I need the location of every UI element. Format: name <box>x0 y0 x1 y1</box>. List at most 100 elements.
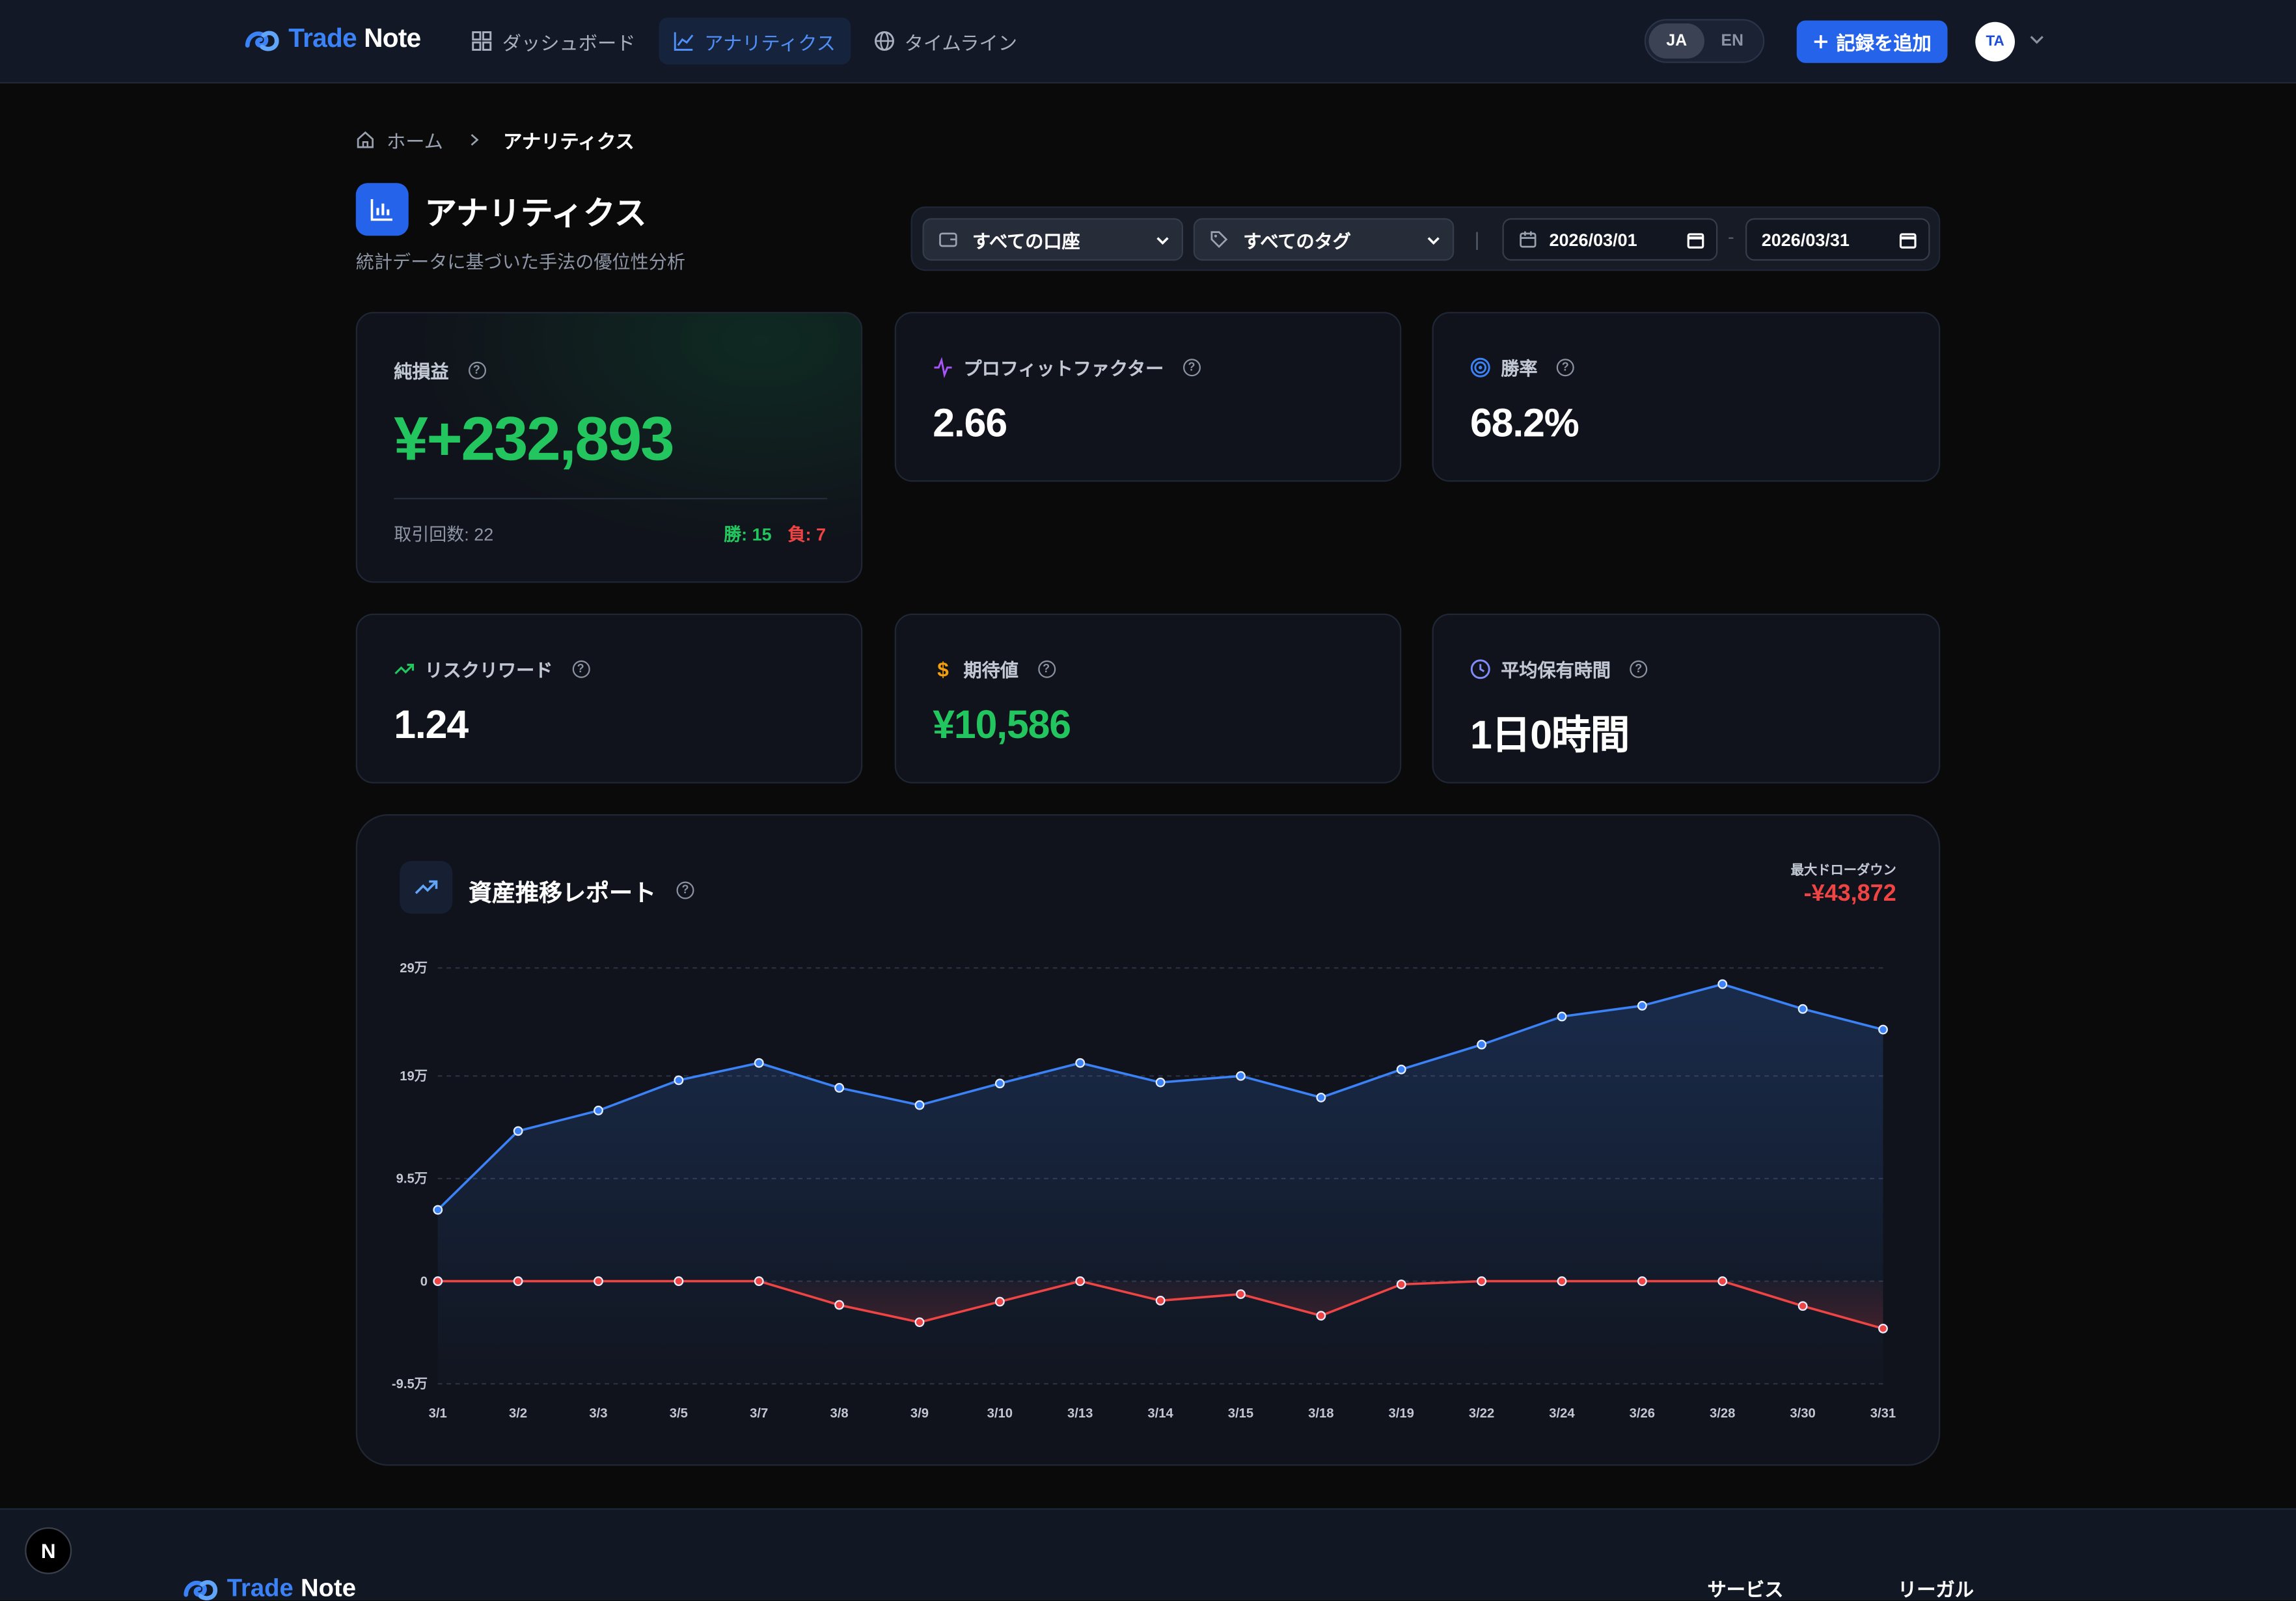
x-tick-label: 3/13 <box>1067 1406 1093 1421</box>
add-record-button[interactable]: 記録を追加 <box>1796 20 1948 63</box>
data-point[interactable] <box>1236 1071 1246 1081</box>
max-drawdown-label: 最大ドローダウン <box>1790 862 1896 877</box>
plus-icon <box>1814 35 1827 49</box>
data-point[interactable] <box>513 1276 523 1286</box>
calendar-picker-icon[interactable] <box>1899 232 1917 249</box>
globe-icon <box>874 31 894 51</box>
account-select[interactable]: すべての口座 <box>922 218 1183 261</box>
data-point[interactable] <box>1075 1058 1086 1068</box>
x-tick-label: 3/19 <box>1389 1406 1414 1421</box>
data-point[interactable] <box>994 1296 1005 1307</box>
data-point[interactable] <box>834 1083 845 1093</box>
data-point[interactable] <box>513 1126 523 1136</box>
help-icon[interactable]: ? <box>1630 659 1648 677</box>
data-point[interactable] <box>994 1078 1005 1089</box>
data-point[interactable] <box>834 1300 845 1310</box>
calendar-picker-icon[interactable] <box>1687 232 1704 249</box>
x-tick-label: 3/30 <box>1790 1406 1815 1421</box>
main-nav: ダッシュボード アナリティクス タイムライン <box>457 18 1032 64</box>
data-point[interactable] <box>594 1276 603 1286</box>
data-point[interactable] <box>1155 1296 1166 1306</box>
data-point[interactable] <box>433 1205 443 1215</box>
x-tick-label: 3/26 <box>1630 1406 1655 1421</box>
data-point[interactable] <box>1797 1004 1808 1014</box>
risk-reward-value: 1.24 <box>394 703 469 747</box>
data-point[interactable] <box>1557 1276 1567 1286</box>
footer-brand[interactable]: Trade Note <box>182 1574 356 1600</box>
data-point[interactable] <box>914 1317 925 1328</box>
data-point[interactable] <box>1396 1064 1406 1074</box>
help-icon[interactable]: ? <box>1182 358 1201 376</box>
help-icon[interactable]: ? <box>1556 358 1574 376</box>
data-point[interactable] <box>1236 1289 1246 1299</box>
logo-icon <box>184 1580 218 1600</box>
data-point[interactable] <box>1155 1077 1166 1088</box>
trade-count: 取引回数: 22 <box>394 524 494 545</box>
net-profit-value: ¥+232,893 <box>394 404 674 473</box>
report-title-row: 資産推移レポート ? <box>469 873 694 908</box>
filter-separator: | <box>1474 228 1480 251</box>
avg-hold-label-row: 平均保有時間 ? <box>1470 655 1648 683</box>
data-point[interactable] <box>433 1276 443 1286</box>
data-point[interactable] <box>1316 1092 1326 1102</box>
home-icon <box>357 131 374 148</box>
y-tick-label: -9.5万 <box>392 1377 428 1391</box>
lang-ja-button[interactable]: JA <box>1648 23 1704 59</box>
data-point[interactable] <box>1717 979 1728 989</box>
tag-select-value: すべてのタグ <box>1243 231 1351 253</box>
data-point[interactable] <box>1878 1323 1888 1334</box>
data-point[interactable] <box>1396 1279 1406 1289</box>
win-loss-counts: 勝: 15 負: 7 <box>724 521 826 546</box>
data-point[interactable] <box>754 1058 764 1068</box>
lang-en-button[interactable]: EN <box>1721 32 1743 50</box>
footer: Trade Note サービス リーガル <box>0 1508 2296 1601</box>
brand-logo[interactable]: Trade Note <box>243 23 421 54</box>
expectancy-label: 期待値 <box>963 660 1018 681</box>
divider <box>394 498 828 500</box>
y-tick-label: 29万 <box>400 961 428 976</box>
data-point[interactable] <box>914 1100 925 1110</box>
data-point[interactable] <box>1075 1276 1086 1286</box>
nav-timeline[interactable]: タイムライン <box>859 18 1032 64</box>
data-point[interactable] <box>1557 1011 1567 1022</box>
data-point[interactable] <box>1637 1000 1647 1011</box>
data-point[interactable] <box>674 1276 684 1286</box>
y-tick-label: 0 <box>420 1274 428 1289</box>
x-tick-label: 3/24 <box>1549 1406 1575 1421</box>
data-point[interactable] <box>1797 1301 1808 1311</box>
breadcrumb-current: アナリティクス <box>503 130 635 152</box>
account-select-value: すべての口座 <box>972 231 1080 253</box>
data-point[interactable] <box>674 1075 684 1086</box>
help-icon[interactable]: ? <box>571 659 590 677</box>
help-icon[interactable]: ? <box>1037 659 1056 677</box>
avg-hold-time-card: 平均保有時間 ? 1日0時間 <box>1432 613 1941 784</box>
bar-chart-icon <box>370 199 392 221</box>
data-point[interactable] <box>1637 1276 1647 1286</box>
chevron-down-icon[interactable] <box>2028 31 2045 48</box>
x-tick-label: 3/1 <box>429 1406 447 1421</box>
equity-line-chart: 29万 19万 9.5万 0 -9.5万 3/1 3/2 3/3 3/5 3/7 3/8 3/9 3/… <box>392 961 1896 1421</box>
data-point[interactable] <box>1717 1276 1728 1286</box>
date-from-input[interactable]: 2026/03/01 <box>1502 218 1718 261</box>
profit-factor-value: 2.66 <box>933 401 1007 446</box>
data-point[interactable] <box>594 1105 603 1115</box>
nav-analytics[interactable]: アナリティクス <box>659 18 851 64</box>
data-point[interactable] <box>1878 1024 1888 1035</box>
help-icon[interactable]: ? <box>467 361 485 379</box>
date-to-input[interactable]: 2026/03/31 <box>1745 218 1930 261</box>
user-avatar[interactable]: TA <box>1975 21 2015 62</box>
tag-select[interactable]: すべてのタグ <box>1193 218 1455 261</box>
nav-dashboard[interactable]: ダッシュボード <box>457 18 650 64</box>
data-point[interactable] <box>754 1276 764 1286</box>
expectancy-label-row: $ 期待値 ? <box>933 655 1056 683</box>
data-point[interactable] <box>1316 1311 1326 1321</box>
dev-tools-badge[interactable]: N <box>25 1527 72 1574</box>
breadcrumb-home[interactable]: ホーム <box>387 130 443 152</box>
nav-dashboard-label: ダッシュボード <box>502 31 636 54</box>
data-point[interactable] <box>1477 1039 1487 1050</box>
line-chart-icon <box>674 32 694 51</box>
help-icon[interactable]: ? <box>676 881 694 899</box>
chevron-down-icon <box>1156 237 1169 245</box>
y-tick-label: 9.5万 <box>396 1172 428 1186</box>
data-point[interactable] <box>1477 1276 1487 1286</box>
